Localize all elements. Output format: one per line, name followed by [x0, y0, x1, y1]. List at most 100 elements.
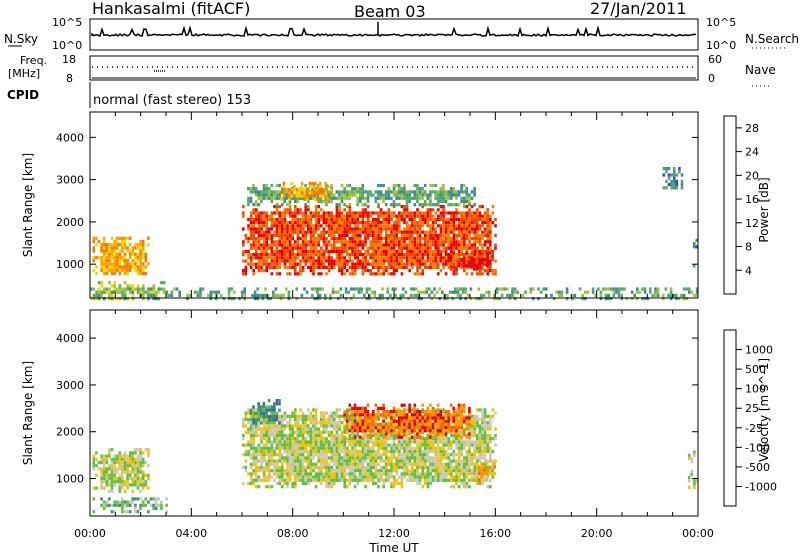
cell — [95, 464, 98, 468]
cell — [338, 408, 341, 412]
cell — [483, 233, 487, 237]
cell — [374, 211, 378, 215]
cell — [431, 446, 435, 450]
cell — [312, 446, 315, 450]
cell — [330, 449, 333, 454]
cell — [387, 475, 391, 479]
cell — [463, 205, 466, 209]
cell — [265, 217, 268, 221]
cell — [294, 211, 297, 215]
cell — [387, 193, 391, 197]
cell — [439, 437, 443, 441]
cell — [273, 253, 276, 257]
cell — [108, 268, 111, 272]
cell — [256, 297, 259, 301]
cell — [421, 193, 424, 197]
cell — [265, 485, 268, 489]
cell — [314, 265, 318, 269]
cell — [273, 233, 276, 237]
cell — [353, 230, 357, 234]
cell — [299, 221, 302, 225]
cell — [291, 459, 294, 463]
cell — [442, 240, 445, 244]
cell — [468, 230, 471, 234]
cell — [309, 256, 313, 260]
cell — [646, 297, 649, 301]
cell — [121, 483, 124, 487]
cell — [113, 246, 116, 250]
cell — [408, 478, 411, 482]
cell — [395, 465, 398, 470]
cell — [366, 205, 370, 209]
cell — [369, 240, 372, 244]
cell — [377, 443, 380, 447]
cell — [379, 459, 383, 463]
cell — [392, 224, 396, 228]
cell — [144, 271, 148, 276]
cell — [288, 208, 292, 212]
cell — [377, 259, 380, 263]
cell — [296, 478, 300, 482]
cell — [136, 483, 140, 487]
cell — [348, 246, 352, 250]
cell — [141, 480, 145, 484]
cell — [333, 443, 336, 447]
cell — [450, 472, 453, 476]
cell — [299, 430, 302, 434]
cell — [379, 183, 383, 188]
cell — [141, 249, 145, 253]
cell — [115, 252, 119, 256]
cell — [455, 259, 458, 263]
cell — [465, 472, 469, 476]
cell — [382, 246, 385, 250]
cell — [142, 293, 145, 298]
cell — [491, 257, 494, 262]
cell — [340, 230, 344, 234]
cell — [597, 287, 600, 291]
cell — [309, 217, 313, 221]
cell — [449, 257, 453, 262]
cell — [301, 265, 305, 269]
cell — [364, 472, 367, 476]
cell — [128, 236, 132, 240]
power-cells — [90, 167, 699, 301]
cell — [262, 237, 266, 241]
cell — [494, 217, 497, 221]
cell — [434, 256, 437, 260]
cell — [312, 469, 315, 473]
cell — [281, 256, 284, 260]
cell — [434, 230, 437, 234]
cell — [273, 240, 276, 244]
cell — [322, 472, 326, 476]
cell — [317, 262, 320, 266]
cell — [212, 290, 215, 294]
cell — [291, 243, 294, 247]
cell — [314, 433, 318, 438]
cell — [286, 440, 289, 444]
cell — [372, 472, 375, 476]
cell — [320, 430, 323, 434]
cell — [426, 453, 430, 457]
cell — [476, 465, 479, 470]
cell — [102, 476, 106, 481]
cell — [374, 233, 378, 237]
cell — [311, 188, 314, 192]
cell — [314, 446, 318, 450]
cell — [325, 217, 328, 221]
cell — [403, 446, 406, 450]
cell — [395, 253, 398, 257]
cell — [242, 465, 245, 470]
cell — [457, 472, 461, 476]
cell — [252, 221, 255, 225]
cell — [322, 456, 326, 460]
cell — [343, 430, 346, 434]
cell — [110, 483, 114, 487]
cell — [463, 481, 466, 486]
cell — [327, 472, 331, 476]
cell — [444, 262, 448, 266]
cell — [473, 243, 476, 247]
cell — [468, 459, 471, 463]
cell — [398, 246, 401, 250]
cell — [667, 183, 671, 187]
cell — [431, 462, 435, 466]
